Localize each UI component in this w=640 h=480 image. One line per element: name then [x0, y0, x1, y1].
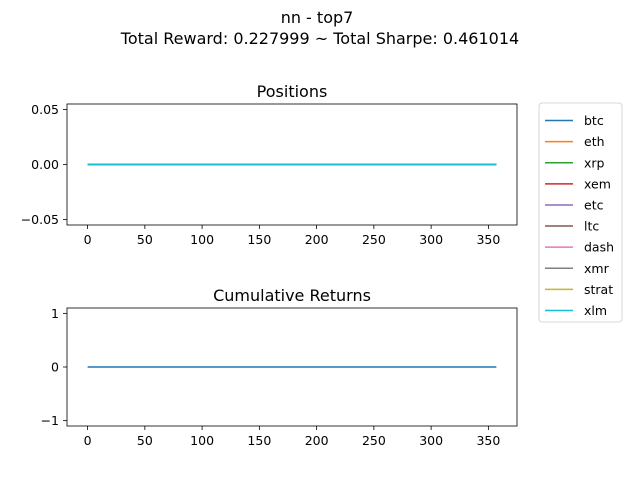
returns-y-tick-label: 1	[51, 306, 59, 321]
positions-x-tick-label: 50	[137, 232, 153, 247]
positions-x-tick-label: 100	[190, 232, 214, 247]
returns-title: Cumulative Returns	[213, 286, 371, 305]
returns-x-tick-label: 50	[137, 433, 153, 448]
positions-axes-frame	[66, 103, 518, 226]
positions-y-tick-label: −0.05	[21, 212, 59, 227]
returns-y-tick-label: 0	[51, 360, 59, 375]
positions-x-tick-label: 300	[419, 232, 443, 247]
returns-x-tick-label: 150	[247, 433, 271, 448]
returns-x-tick-label: 300	[419, 433, 443, 448]
positions-y-tick-label: 0.05	[31, 102, 59, 117]
positions-x-tick-label: 0	[84, 232, 92, 247]
positions-x-tick-label: 350	[476, 232, 500, 247]
legend-label-etc: etc	[584, 197, 604, 212]
returns-x-tick-label: 100	[190, 433, 214, 448]
returns-y-tick-label: −1	[41, 413, 59, 428]
legend-label-xmr: xmr	[584, 261, 610, 276]
figure-title-line1: nn - top7	[281, 8, 354, 27]
legend-label-xrp: xrp	[584, 155, 605, 170]
positions-legend: btc eth xrp xem etc ltc dash xmr strat xlm	[538, 102, 623, 323]
figure-title-line2: Total Reward: 0.227999 ~ Total Sharpe: 0…	[120, 29, 519, 48]
returns-x-tick-label: 0	[84, 433, 92, 448]
legend-frame	[538, 102, 623, 323]
legend-label-eth: eth	[584, 134, 605, 149]
legend-label-ltc: ltc	[584, 219, 599, 234]
positions-x-tick-label: 250	[362, 232, 386, 247]
positions-title: Positions	[257, 82, 328, 101]
positions-y-tick-label: 0.00	[31, 157, 59, 172]
legend-label-xem: xem	[584, 176, 611, 191]
positions-x-tick-label: 200	[305, 232, 329, 247]
returns-axes-frame	[66, 307, 518, 427]
legend-label-btc: btc	[584, 113, 604, 128]
positions-x-tick-label: 150	[247, 232, 271, 247]
legend-label-strat: strat	[584, 282, 613, 297]
returns-x-tick-label: 350	[476, 433, 500, 448]
cumulative-returns-subplot: Cumulative Returns 0 50 100 150 200 250 300 350 −…	[41, 286, 518, 448]
legend-label-xlm: xlm	[584, 303, 607, 318]
returns-x-tick-label: 200	[305, 433, 329, 448]
returns-x-tick-label: 250	[362, 433, 386, 448]
positions-subplot: Positions 0 50 100 150 200 250 300 350 −0.05 0.00 0…	[21, 82, 518, 247]
legend-label-dash: dash	[584, 240, 614, 255]
